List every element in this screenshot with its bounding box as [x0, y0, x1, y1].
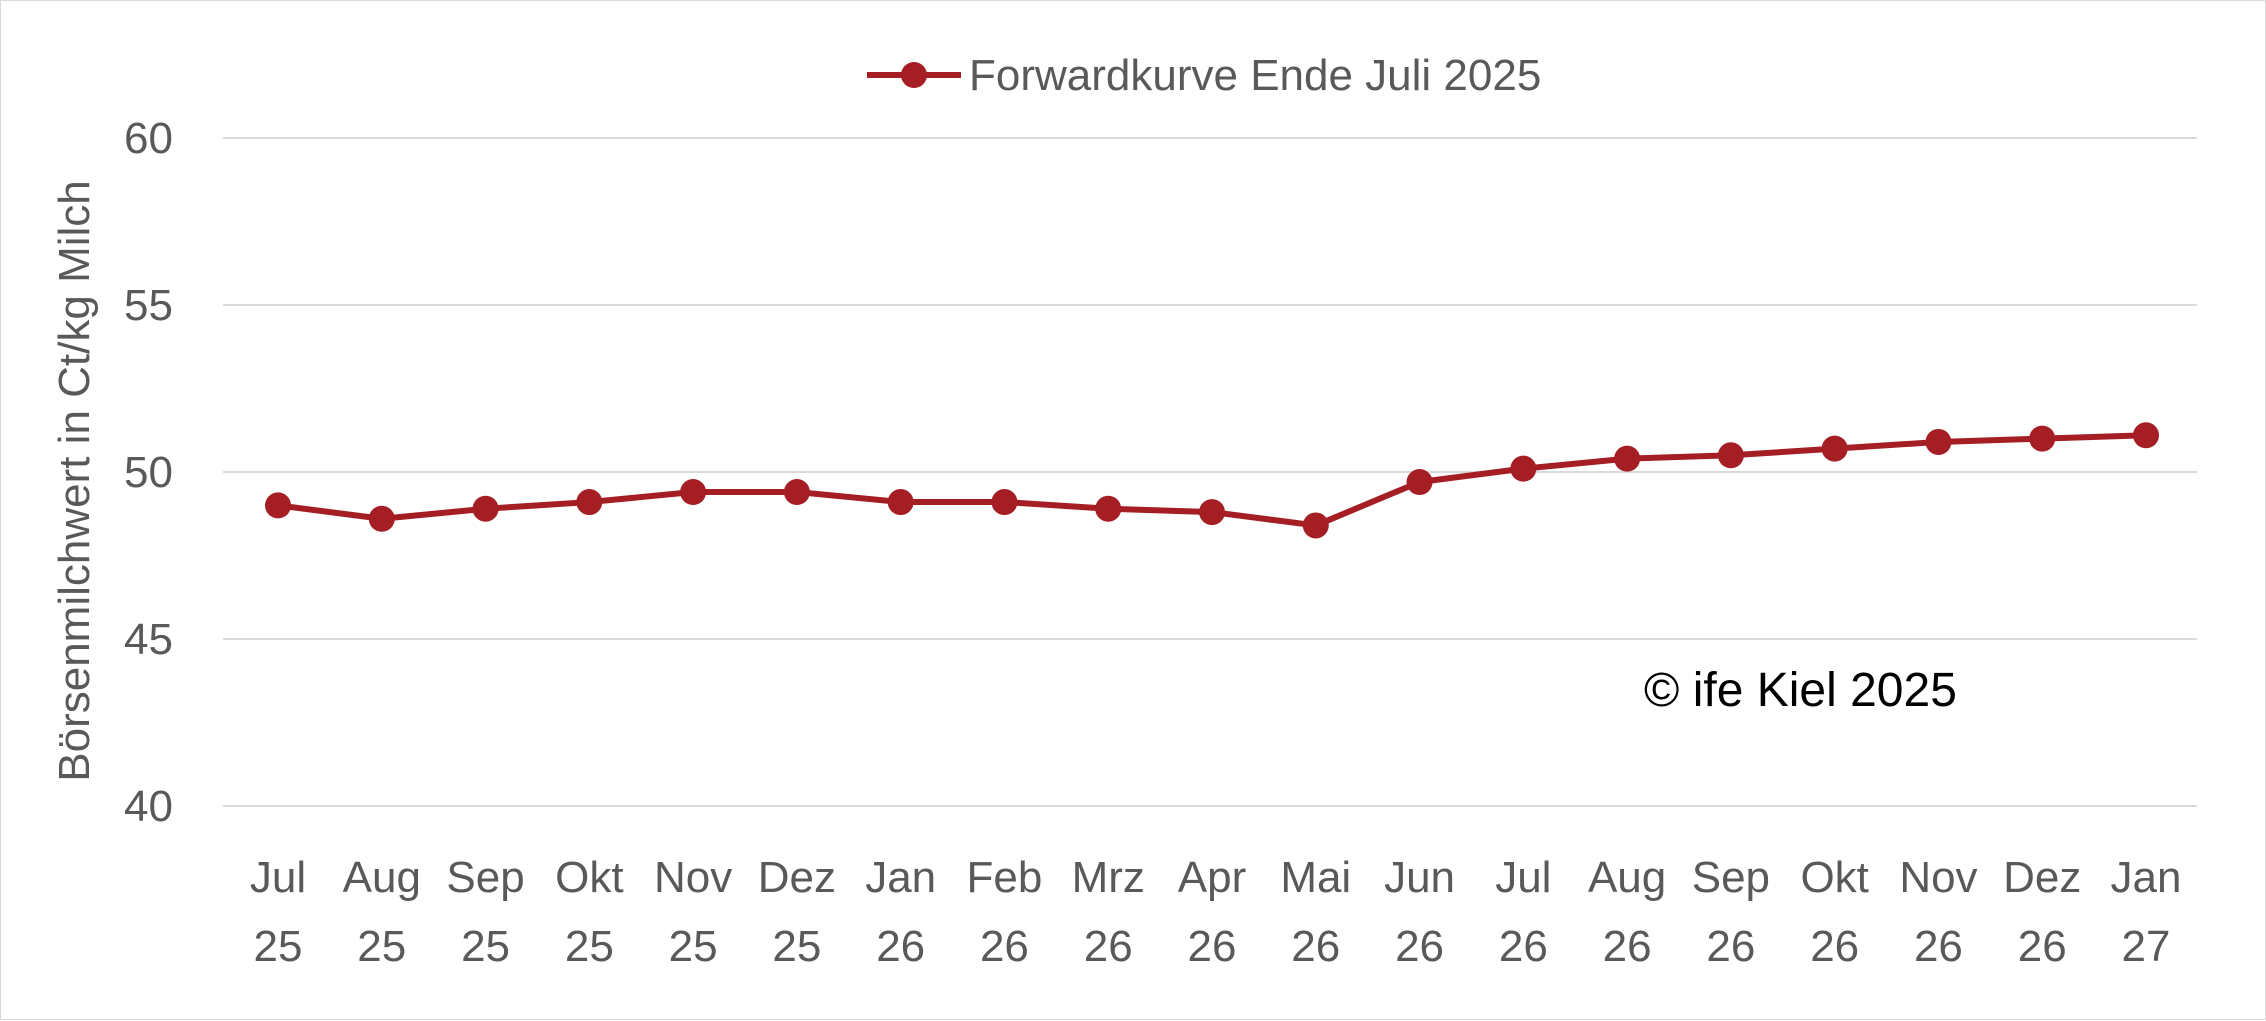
x-tick-label: Nov 26 — [1899, 853, 1977, 971]
x-tick-label: Aug 26 — [1588, 853, 1666, 971]
data-point — [991, 489, 1018, 516]
data-point — [1821, 435, 1848, 462]
data-point — [1510, 455, 1537, 482]
legend-series-marker — [901, 62, 927, 88]
data-point — [472, 495, 499, 522]
data-point — [783, 479, 810, 506]
data-point — [2029, 425, 2056, 452]
x-tick-label: Jun 26 — [1384, 853, 1455, 971]
x-tick-label: Jul 26 — [1495, 853, 1551, 971]
y-tick-label: 40 — [124, 782, 173, 831]
x-tick-label: Mrz 26 — [1072, 853, 1145, 971]
x-tick-label: Jan 27 — [2111, 853, 2182, 971]
x-tick-label: Okt 25 — [555, 853, 623, 971]
x-tick-label: Jul 25 — [250, 853, 306, 971]
data-point — [2133, 422, 2159, 449]
data-point — [1614, 445, 1641, 472]
y-tick-label: 50 — [124, 448, 173, 497]
x-tick-label: Mai 26 — [1280, 853, 1351, 971]
y-tick-label: 55 — [124, 281, 173, 330]
x-tick-label: Aug 25 — [343, 853, 421, 971]
data-point — [1925, 428, 1952, 455]
copyright-annotation: © ife Kiel 2025 — [1644, 664, 1957, 717]
x-tick-label: Dez 25 — [758, 853, 836, 971]
gridlines — [223, 137, 2197, 807]
data-point — [887, 489, 914, 516]
legend-series-name: Forwardkurve Ende Juli 2025 — [969, 51, 1541, 100]
data-point — [368, 505, 395, 532]
x-tick-label: Okt 26 — [1800, 853, 1868, 971]
series-layer — [265, 422, 2159, 539]
data-point — [265, 492, 291, 519]
y-axis-label: Börsenmilchwert in Ct/kg Milch — [50, 180, 99, 782]
x-tick-label: Jan 26 — [865, 853, 936, 971]
data-point — [1406, 469, 1433, 496]
data-point — [1717, 442, 1744, 469]
x-axis-ticks: Jul 25 Aug 25 Sep 25 Okt 25 Nov 25 Dez 25 Jan 26 Feb 26… — [250, 853, 2182, 971]
x-tick-label: Dez 26 — [2003, 853, 2081, 971]
y-tick-label: 60 — [124, 114, 173, 163]
data-point — [1199, 499, 1225, 526]
x-tick-label: Sep 25 — [446, 853, 524, 971]
y-axis-ticks: 40 45 50 55 60 — [124, 114, 173, 831]
x-tick-label: Feb 26 — [967, 853, 1043, 971]
data-point — [680, 479, 707, 506]
y-tick-label: 45 — [124, 615, 173, 664]
data-point — [1095, 495, 1122, 522]
x-tick-label: Nov 25 — [654, 853, 732, 971]
data-point — [1302, 512, 1329, 539]
legend: Forwardkurve Ende Juli 2025 — [867, 51, 1541, 100]
x-tick-label: Sep 26 — [1692, 853, 1770, 971]
x-tick-label: Apr 26 — [1178, 853, 1246, 971]
data-point — [576, 489, 603, 516]
